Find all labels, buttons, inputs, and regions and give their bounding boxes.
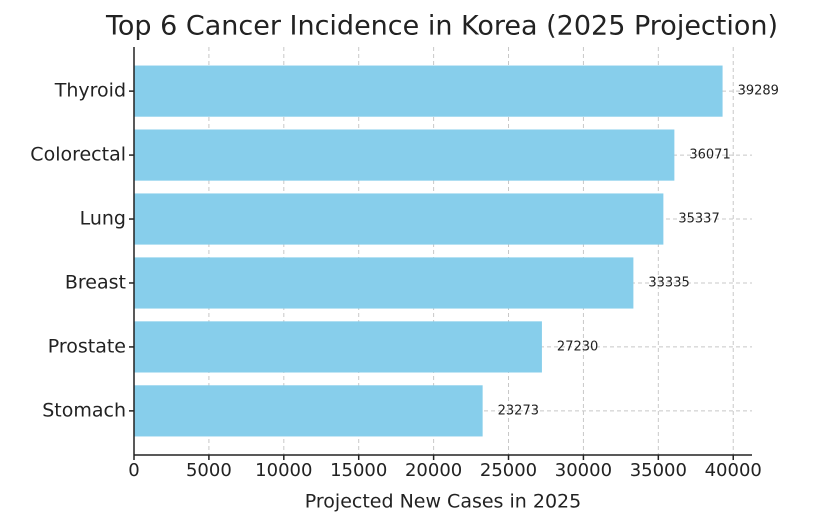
- x-tick-label: 15000: [330, 460, 387, 481]
- y-tick-label: Stomach: [42, 399, 126, 421]
- x-tick-label: 20000: [405, 460, 462, 481]
- y-tick-label: Thyroid: [54, 80, 126, 102]
- y-tick-label: Colorectal: [30, 144, 126, 166]
- x-tick-label: 0: [128, 460, 139, 481]
- data-label: 27230: [557, 339, 598, 354]
- bar: [134, 385, 483, 437]
- y-tick-label: Breast: [65, 271, 126, 293]
- x-tick-label: 30000: [555, 460, 612, 481]
- chart-title: Top 6 Cancer Incidence in Korea (2025 Pr…: [105, 11, 778, 42]
- x-tick-label: 25000: [480, 460, 537, 481]
- bar: [134, 321, 542, 373]
- y-tick-label: Lung: [80, 208, 126, 230]
- bar: [134, 65, 723, 117]
- x-tick-label: 35000: [630, 460, 687, 481]
- data-label: 35337: [678, 212, 719, 227]
- data-label: 36071: [689, 148, 730, 163]
- data-label: 39289: [738, 84, 779, 99]
- x-tick-label: 10000: [255, 460, 312, 481]
- bar: [134, 129, 675, 181]
- x-axis-label: Projected New Cases in 2025: [305, 491, 581, 513]
- y-tick-label: Prostate: [48, 335, 126, 357]
- x-tick-label: 40000: [705, 460, 762, 481]
- x-tick-label: 5000: [186, 460, 232, 481]
- bar: [134, 257, 634, 309]
- bar: [134, 193, 664, 245]
- data-label: 33335: [648, 275, 689, 290]
- data-label: 23273: [498, 403, 539, 418]
